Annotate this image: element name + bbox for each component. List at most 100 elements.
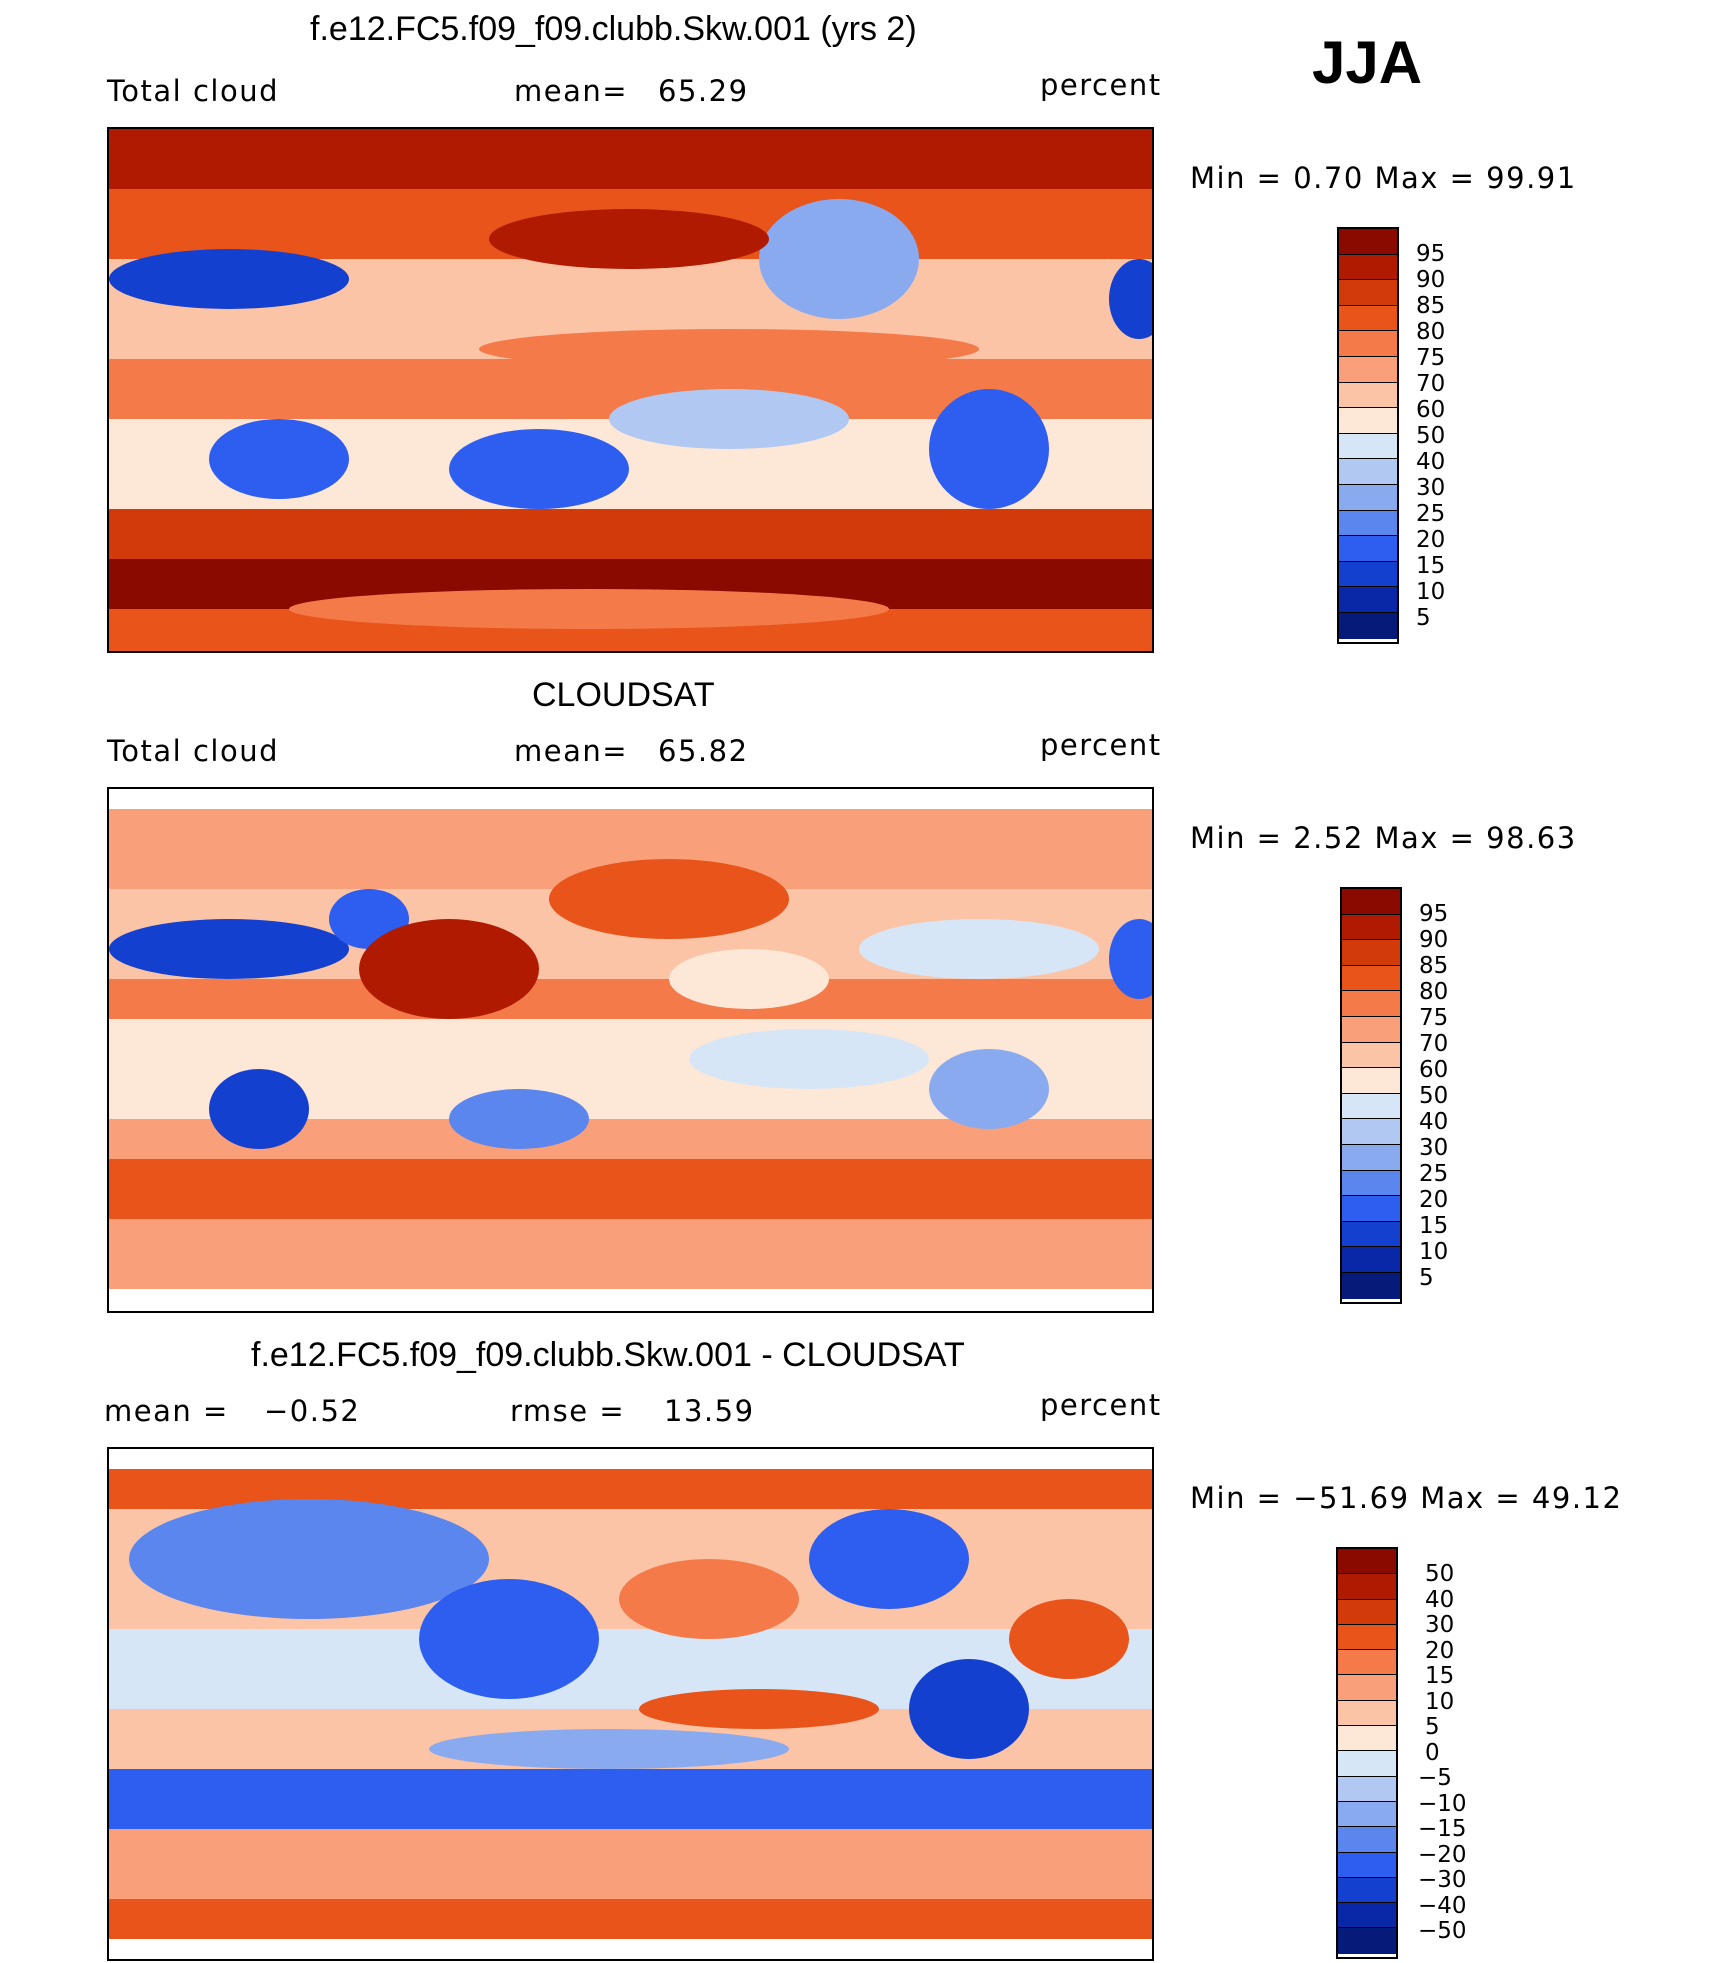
colorbar-tick: 15 <box>1416 553 1446 579</box>
colorbar-swatch <box>1339 459 1397 485</box>
colorbar-swatch <box>1342 1272 1400 1299</box>
colorbar-tick: 10 <box>1425 1689 1455 1715</box>
map-field <box>109 129 1152 651</box>
colorbar-tick: 95 <box>1419 901 1449 927</box>
colorbar-swatch <box>1342 1170 1400 1197</box>
panel-title: CLOUDSAT <box>532 676 715 714</box>
colorbar-tick: 70 <box>1419 1031 1449 1057</box>
min-max-label: Min = −51.69 Max = 49.12 <box>1190 1481 1623 1515</box>
colorbar-swatch <box>1338 1877 1396 1904</box>
mean-value: 65.82 <box>658 734 749 768</box>
colorbar-tick: 80 <box>1416 319 1446 345</box>
colorbar-swatch <box>1342 991 1400 1017</box>
colorbar-model <box>1337 227 1399 644</box>
colorbar-tick: 15 <box>1425 1663 1455 1689</box>
colorbar-swatch <box>1342 965 1400 992</box>
colorbar-tick: 30 <box>1419 1135 1449 1161</box>
colorbar-swatch <box>1339 510 1397 537</box>
colorbar-tick: −5 <box>1418 1765 1452 1791</box>
map-field <box>109 789 1152 1311</box>
colorbar-tick: 70 <box>1416 371 1446 397</box>
colorbar-swatch <box>1342 1247 1400 1273</box>
colorbar-tick: 20 <box>1425 1638 1455 1664</box>
map-field <box>109 1449 1152 1959</box>
colorbar-swatch <box>1339 331 1397 357</box>
colorbar-tick: −40 <box>1418 1893 1467 1919</box>
colorbar-tick: 25 <box>1416 501 1446 527</box>
colorbar-swatch <box>1338 1928 1396 1954</box>
colorbar-swatch <box>1339 356 1397 383</box>
colorbar-tick: 10 <box>1416 579 1446 605</box>
rmse-value: 13.59 <box>664 1394 755 1428</box>
min-max-label: Min = 0.70 Max = 99.91 <box>1190 161 1577 195</box>
panel-title: f.e12.FC5.f09_f09.clubb.Skw.001 - CLOUDS… <box>251 1336 965 1374</box>
colorbar-tick: 20 <box>1416 527 1446 553</box>
season-label: JJA <box>1312 29 1423 96</box>
colorbar-swatch <box>1338 1574 1396 1600</box>
colorbar-tick: 75 <box>1416 345 1446 371</box>
colorbar-swatch <box>1338 1675 1396 1701</box>
map-plot-observed <box>107 787 1154 1313</box>
colorbar-swatch <box>1338 1549 1396 1575</box>
colorbar-swatch <box>1339 536 1397 562</box>
colorbar-tick: 20 <box>1419 1187 1449 1213</box>
variable-label: Total cloud <box>107 74 279 108</box>
colorbar-swatch <box>1339 382 1397 409</box>
colorbar-tick: 5 <box>1416 605 1431 631</box>
colorbar-swatch <box>1342 1119 1400 1145</box>
mean-label: mean= <box>514 734 629 768</box>
colorbar-tick: −10 <box>1418 1791 1467 1817</box>
colorbar-tick: −15 <box>1418 1816 1467 1842</box>
colorbar-swatch <box>1339 305 1397 332</box>
map-plot-difference <box>107 1447 1154 1961</box>
min-max-label: Min = 2.52 Max = 98.63 <box>1190 821 1577 855</box>
units-label: percent <box>1040 68 1162 102</box>
colorbar-swatch <box>1338 1751 1396 1777</box>
colorbar-swatch <box>1339 484 1397 511</box>
colorbar-swatch <box>1338 1801 1396 1828</box>
colorbar-tick: 60 <box>1419 1057 1449 1083</box>
colorbar-tick: 30 <box>1416 475 1446 501</box>
colorbar-swatch <box>1339 433 1397 460</box>
colorbar-swatch <box>1338 1903 1396 1929</box>
colorbar-swatch <box>1338 1599 1396 1625</box>
colorbar-swatch <box>1338 1650 1396 1676</box>
colorbar-swatch <box>1342 940 1400 966</box>
colorbar-tick: −50 <box>1418 1918 1467 1944</box>
colorbar-swatch <box>1338 1827 1396 1853</box>
map-plot-model <box>107 127 1154 653</box>
colorbar-tick: 50 <box>1425 1561 1455 1587</box>
colorbar-swatch <box>1338 1700 1396 1727</box>
colorbar-observed <box>1340 887 1402 1304</box>
colorbar-tick: 75 <box>1419 1005 1449 1031</box>
colorbar-tick: 80 <box>1419 979 1449 1005</box>
colorbar-swatch <box>1342 914 1400 941</box>
colorbar-swatch <box>1339 280 1397 306</box>
colorbar-tick: 5 <box>1419 1265 1434 1291</box>
units-label: percent <box>1040 728 1162 762</box>
colorbar-swatch <box>1338 1852 1396 1878</box>
colorbar-swatch <box>1342 1196 1400 1222</box>
mean-value: −0.52 <box>264 1394 361 1428</box>
colorbar-swatch <box>1339 408 1397 434</box>
colorbar-tick: 30 <box>1425 1612 1455 1638</box>
variable-label: Total cloud <box>107 734 279 768</box>
colorbar-tick: 25 <box>1419 1161 1449 1187</box>
colorbar-swatch <box>1342 889 1400 915</box>
colorbar-tick: 90 <box>1419 927 1449 953</box>
colorbar-tick: −20 <box>1418 1842 1467 1868</box>
mean-label: mean= <box>514 74 629 108</box>
colorbar-swatch <box>1342 1093 1400 1120</box>
colorbar-swatch <box>1339 561 1397 588</box>
colorbar-tick: 50 <box>1419 1083 1449 1109</box>
colorbar-tick: 50 <box>1416 423 1446 449</box>
colorbar-tick: −30 <box>1418 1867 1467 1893</box>
colorbar-tick: 40 <box>1419 1109 1449 1135</box>
colorbar-swatch <box>1339 587 1397 613</box>
colorbar-tick: 5 <box>1425 1714 1440 1740</box>
colorbar-swatch <box>1338 1776 1396 1802</box>
colorbar-swatch <box>1339 612 1397 639</box>
colorbar-swatch <box>1339 229 1397 255</box>
colorbar-swatch <box>1338 1624 1396 1651</box>
colorbar-tick: 40 <box>1416 449 1446 475</box>
